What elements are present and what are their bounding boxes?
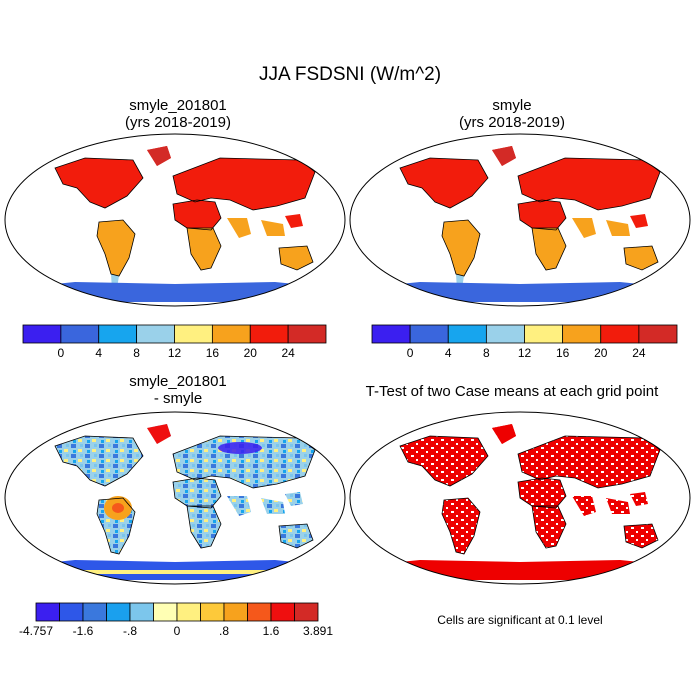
colorbar-swatch	[106, 602, 131, 622]
colorbar-swatch	[129, 602, 154, 622]
map-border	[4, 411, 346, 585]
colorbar-swatch	[136, 324, 175, 344]
colorbar-tick-label: 0	[58, 346, 65, 360]
panel-title-model-case: smyle_201801 (yrs 2018-2019)	[28, 97, 328, 131]
colorbar-swatch	[447, 324, 487, 344]
colorbar-swatch	[153, 602, 178, 622]
colorbar-tick-label: 8	[483, 346, 490, 360]
colorbar-swatch	[174, 324, 213, 344]
colorbar-swatch	[176, 602, 201, 622]
colorbar-model-case: 0 4 8 12 16 20 24	[22, 324, 327, 360]
colorbar-reference-case: 0 4 8 12 16 20 24	[371, 324, 678, 360]
colorbar-swatch	[270, 602, 295, 622]
colorbar-tick-label: 1.6	[263, 624, 280, 638]
panel-title-difference: smyle_201801 - smyle	[28, 373, 328, 407]
panel-title-reference-case: smyle (yrs 2018-2019)	[362, 97, 662, 131]
colorbar-tick-label: 4	[95, 346, 102, 360]
colorbar-swatch	[82, 602, 107, 622]
map-border	[349, 411, 691, 585]
colorbar-swatch	[600, 324, 640, 344]
map-border	[349, 133, 691, 307]
colorbar-swatch	[223, 602, 248, 622]
map-panel-reference-case	[349, 133, 691, 307]
colorbar-swatch	[409, 324, 449, 344]
colorbar-tick-label: 8	[133, 346, 140, 360]
colorbar-swatch	[524, 324, 564, 344]
amazon-hot-core	[112, 503, 124, 513]
colorbar-swatch	[200, 602, 225, 622]
colorbar-tick-label: 3.891	[303, 624, 333, 638]
colorbar-swatch	[294, 602, 319, 622]
colorbar-tick-label: 0	[174, 624, 181, 638]
colorbar-tick-label: 16	[206, 346, 220, 360]
panel-title-line1: smyle_201801	[129, 373, 227, 390]
colorbar-difference: -4.757 -1.6 -.8 0 .8 1.6 3.891	[19, 602, 333, 638]
land-antarctica	[380, 282, 660, 302]
colorbar-tick-label: 4	[445, 346, 452, 360]
colorbar-swatch	[211, 324, 251, 344]
colorbar-tick-label: 12	[518, 346, 532, 360]
map-border	[4, 133, 346, 307]
colorbar-swatch	[59, 602, 84, 622]
land-antarctica	[35, 282, 315, 302]
colorbar-tick-label: 20	[594, 346, 608, 360]
siberia-cold-anomaly	[218, 442, 262, 454]
colorbar-swatch	[562, 324, 602, 344]
colorbar-swatch	[98, 324, 138, 344]
panel-title-ttest: T-Test of two Case means at each grid po…	[352, 383, 672, 400]
panel-title-line1: T-Test of two Case means at each grid po…	[365, 383, 659, 400]
map-panel-model-case	[4, 133, 346, 307]
antarctica-coast-band	[70, 570, 290, 574]
colorbar-tick-label: 12	[168, 346, 182, 360]
map-panel-difference	[4, 411, 346, 585]
colorbar-swatch	[247, 602, 272, 622]
colorbar-swatch	[371, 324, 411, 344]
main-title: JJA FSDSNI (W/m^2)	[258, 64, 442, 85]
colorbar-swatch	[35, 602, 60, 622]
panel-title-line2: (yrs 2018-2019)	[125, 114, 231, 131]
colorbar-tick-label: .8	[219, 624, 229, 638]
colorbar-swatch	[249, 324, 289, 344]
colorbar-tick-label: 24	[281, 346, 295, 360]
panel-title-line2: - smyle	[153, 390, 203, 407]
colorbar-tick-label: 16	[556, 346, 570, 360]
colorbar-tick-label: -4.757	[19, 624, 53, 638]
significant-antarctica	[380, 560, 660, 580]
panel-title-line2: (yrs 2018-2019)	[459, 114, 565, 131]
colorbar-swatch	[22, 324, 62, 344]
colorbar-swatch	[485, 324, 525, 344]
colorbar-swatch	[287, 324, 327, 344]
significance-note: Cells are significant at 0.1 level	[437, 613, 603, 627]
panel-title-line1: smyle_201801	[129, 97, 227, 114]
colorbar-swatch	[638, 324, 678, 344]
map-panel-ttest	[349, 411, 691, 585]
colorbar-tick-label: 0	[407, 346, 414, 360]
colorbar-swatch	[60, 324, 100, 344]
colorbar-tick-label: 24	[632, 346, 646, 360]
colorbar-tick-label: 20	[244, 346, 258, 360]
colorbar-tick-label: -.8	[123, 624, 137, 638]
colorbar-tick-label: -1.6	[73, 624, 94, 638]
panel-title-line1: smyle	[492, 97, 532, 114]
